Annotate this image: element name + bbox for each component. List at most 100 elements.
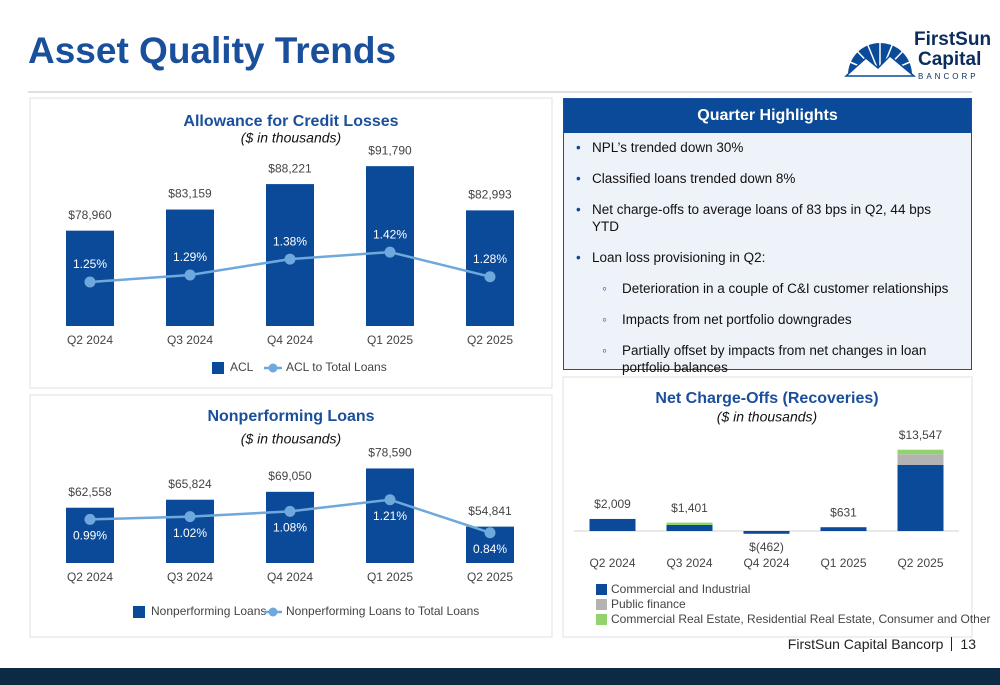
bar-value-label: $91,790 [368, 143, 412, 157]
line-value-label: 0.99% [73, 529, 107, 543]
line-point [484, 271, 496, 283]
highlights-panel: Quarter Highlights NPL’s trended down 30… [563, 98, 972, 375]
logo: FirstSun Capital BANCORP [844, 29, 991, 81]
chart-title: Allowance for Credit Losses [183, 113, 398, 130]
bar-segment [666, 525, 713, 531]
legend-marker [596, 614, 607, 625]
bar [166, 499, 214, 563]
chart-subtitle: ($ in thousands) [241, 431, 341, 447]
line-value-label: 1.21% [373, 509, 407, 523]
legend-marker [596, 584, 607, 595]
line-point [384, 494, 396, 506]
highlight-item: NPL’s trended down 30% [576, 139, 957, 156]
chart-title: Nonperforming Loans [207, 408, 374, 425]
x-tick-label: Q2 2025 [467, 333, 513, 347]
logo-text: BANCORP [918, 72, 979, 81]
logo-mountains [844, 54, 917, 77]
bar [366, 166, 414, 326]
line-point [284, 505, 296, 517]
bar-segment [820, 527, 867, 531]
bar-value-label: $83,159 [168, 187, 212, 201]
x-tick-label: Q4 2024 [267, 570, 313, 584]
bar [466, 210, 514, 326]
legend-marker [596, 599, 607, 610]
line-value-label: 1.38% [273, 234, 307, 248]
bar-value-label: $88,221 [268, 161, 312, 175]
x-tick-label: Q2 2024 [67, 333, 113, 347]
line-value-label: 1.08% [273, 520, 307, 534]
x-tick-label: Q4 2024 [267, 333, 313, 347]
highlight-item: Impacts from net portfolio downgrades [602, 311, 957, 328]
x-tick-label: Q3 2024 [167, 570, 213, 584]
bar-segment [897, 449, 944, 455]
line-value-label: 0.84% [473, 542, 507, 556]
legend-label: ACL to Total Loans [286, 360, 387, 374]
x-tick-label: Q1 2025 [820, 556, 866, 570]
highlight-item: Net charge-offs to average loans of 83 b… [576, 201, 957, 235]
x-tick-label: Q3 2024 [666, 556, 712, 570]
x-tick-label: Q4 2024 [743, 556, 789, 570]
bar-value-label: $54,841 [468, 504, 512, 518]
highlight-item: Deterioration in a couple of C&I custome… [602, 280, 957, 297]
highlights-list: NPL’s trended down 30% Classified loans t… [564, 133, 971, 376]
legend-marker [133, 606, 145, 618]
logo-text: Capital [918, 49, 981, 70]
footer-company: FirstSun Capital Bancorp [787, 636, 944, 652]
x-tick-label: Q1 2025 [367, 333, 413, 347]
line-point [84, 513, 96, 525]
line-point [184, 269, 196, 281]
line-value-label: 1.42% [373, 227, 407, 241]
chart-subtitle: ($ in thousands) [717, 409, 817, 425]
line-value-label: 1.29% [173, 250, 207, 264]
legend-marker [212, 362, 224, 374]
line-point [484, 527, 496, 539]
total-label: $13,547 [899, 428, 943, 442]
total-label: $(462) [749, 540, 784, 554]
legend-label: Commercial and Industrial [611, 582, 750, 596]
legend-label: Nonperforming Loans to Total Loans [286, 604, 479, 618]
legend-marker [268, 363, 278, 373]
line-value-label: 1.25% [73, 257, 107, 271]
line-point [184, 511, 196, 523]
separator [951, 637, 953, 651]
x-tick-label: Q2 2025 [467, 570, 513, 584]
legend-label: Nonperforming Loans [151, 604, 266, 618]
bar [266, 491, 314, 563]
highlight-item: Partially offset by impacts from net cha… [602, 342, 957, 376]
bar-value-label: $78,960 [68, 208, 112, 222]
bar-segment [897, 465, 944, 531]
bar-segment [589, 518, 636, 531]
footer: FirstSun Capital Bancorp 13 [788, 636, 976, 652]
footer-bar [0, 668, 1000, 685]
line-point [84, 276, 96, 288]
bar [366, 468, 414, 563]
logo-text: FirstSun [914, 29, 991, 50]
slide-title: Asset Quality Trends [28, 30, 396, 71]
bar-segment [897, 454, 944, 465]
bar-value-label: $69,050 [268, 469, 312, 483]
total-label: $1,401 [671, 501, 708, 515]
x-tick-label: Q2 2024 [67, 570, 113, 584]
total-label: $2,009 [594, 497, 631, 511]
legend-label: Commercial Real Estate, Residential Real… [611, 612, 991, 626]
bar-value-label: $62,558 [68, 485, 112, 499]
total-label: $631 [830, 505, 857, 519]
line-point [284, 253, 296, 265]
line-point [384, 246, 396, 258]
line-value-label: 1.02% [173, 526, 207, 540]
bar-value-label: $65,824 [168, 477, 212, 491]
x-tick-label: Q2 2025 [897, 556, 943, 570]
bar-value-label: $78,590 [368, 446, 412, 460]
page-number: 13 [960, 636, 976, 652]
bar [166, 209, 214, 326]
highlight-item: Classified loans trended down 8% [576, 170, 957, 187]
bar-value-label: $82,993 [468, 188, 512, 202]
highlights-title: Quarter Highlights [564, 99, 971, 133]
bar-segment [666, 522, 713, 525]
highlight-item: Loan loss provisioning in Q2: [576, 249, 957, 266]
legend-label: Public finance [611, 597, 686, 611]
chart-title: Net Charge-Offs (Recoveries) [655, 390, 878, 407]
chart-subtitle: ($ in thousands) [241, 130, 341, 146]
